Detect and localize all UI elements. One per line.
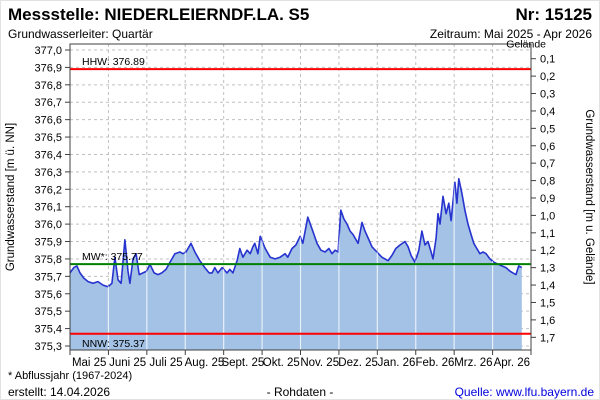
created-date: erstellt: 14.04.2026 (8, 385, 111, 399)
left-tick-label: 375,4 (34, 324, 62, 336)
left-tick-label: 375,3 (34, 341, 62, 353)
left-tick-label: 375,7 (34, 271, 62, 283)
left-tick-label: 377,0 (34, 45, 62, 57)
right-axis-title: Grundwasserstand [m u. Gelände] (583, 109, 595, 284)
reference-lines (70, 68, 531, 335)
x-tick-label: Juni 25 (109, 357, 146, 369)
x-tick-label: Apr. 26 (494, 357, 530, 369)
left-tick-label: 375,5 (34, 306, 62, 318)
nnw-label: NNW: 375.37 (82, 338, 145, 350)
aquifer-label: Grundwasserleiter: Quartär (8, 27, 153, 41)
right-tick-label: 1,4 (540, 280, 555, 292)
left-tick-label: 375,8 (34, 254, 62, 266)
left-tick-label: 375,9 (34, 237, 62, 249)
left-tick-label: 376,5 (34, 132, 62, 144)
right-tick-label: 1,6 (540, 315, 555, 327)
x-tick-label: Mai 25 (72, 357, 107, 369)
left-tick-label: 376,0 (34, 219, 62, 231)
right-tick-label: 0,9 (540, 193, 555, 205)
left-tick-label: 376,4 (34, 149, 62, 161)
x-tick-label: Nov. 25 (300, 357, 339, 369)
right-tick-label: 0,7 (540, 158, 555, 170)
right-tick-label: 1,7 (540, 332, 555, 344)
right-tick-label: 0,2 (540, 71, 555, 83)
left-tick-label: 376,9 (34, 62, 62, 74)
mw-label: MW*: 375.77 (82, 251, 143, 263)
axis-left: 375,3 375,4 375,5 375,6 375,7 375,8 375,9 376,0… (5, 45, 70, 353)
right-tick-label: 1,1 (540, 228, 555, 240)
x-tick-label: Juli 25 (149, 357, 182, 369)
x-tick-label: Sept. 25 (221, 357, 264, 369)
right-tick-label: 0,6 (540, 141, 555, 153)
left-tick-label: 376,3 (34, 167, 62, 179)
x-tick-label: Okt. 25 (263, 357, 300, 369)
left-tick-label: 375,6 (34, 289, 62, 301)
right-tick-label: 0,3 (540, 89, 555, 101)
x-tick-label: Aug. 25 (185, 357, 225, 369)
left-tick-label: 376,2 (34, 184, 62, 196)
right-tick-label: 0,5 (540, 123, 555, 135)
right-tick-label: 1,3 (540, 263, 555, 275)
axis-right: 0,1 0,2 0,3 0,4 0,5 0,6 0,7 0,8 0,9 1,0 1,1 1,2 1,3 1… (531, 54, 595, 344)
period-label: Zeitraum: Mai 2025 - Apr 2026 (429, 27, 592, 41)
left-tick-label: 376,6 (34, 115, 62, 127)
left-tick-label: 376,7 (34, 97, 62, 109)
x-tick-label: Dez. 25 (338, 357, 378, 369)
station-number: Nr: 15125 (515, 5, 592, 24)
right-tick-label: 1,0 (540, 210, 555, 222)
station-title: Messstelle: NIEDERLEIERNDF.LA. S5 (8, 5, 310, 24)
ground-level-label: Gelände (506, 39, 546, 51)
hhw-label: HHW: 376.89 (82, 56, 145, 68)
left-tick-label: 376,8 (34, 80, 62, 92)
right-tick-label: 0,1 (540, 54, 555, 66)
left-tick-label: 376,1 (34, 202, 62, 214)
right-tick-label: 0,8 (540, 176, 555, 188)
raw-data-label: - Rohdaten - (266, 385, 334, 399)
x-tick-label: Jan. 26 (378, 357, 416, 369)
x-tick-label: Feb. 26 (415, 357, 454, 369)
x-tick-label: Mrz. 26 (454, 357, 492, 369)
source-link[interactable]: Quelle: www.lfu.bayern.de (454, 385, 594, 399)
chart-labels: HHW: 376.89 MW*: 375.77 NNW: 375.37 Gelände (82, 39, 546, 350)
footnote: * Abflussjahr (1967-2024) (8, 370, 133, 382)
left-axis-title: Grundwasserstand [m ü. NN] (5, 123, 17, 271)
right-tick-label: 1,2 (540, 245, 555, 257)
right-tick-label: 1,5 (540, 297, 555, 309)
right-tick-label: 0,4 (540, 106, 555, 118)
